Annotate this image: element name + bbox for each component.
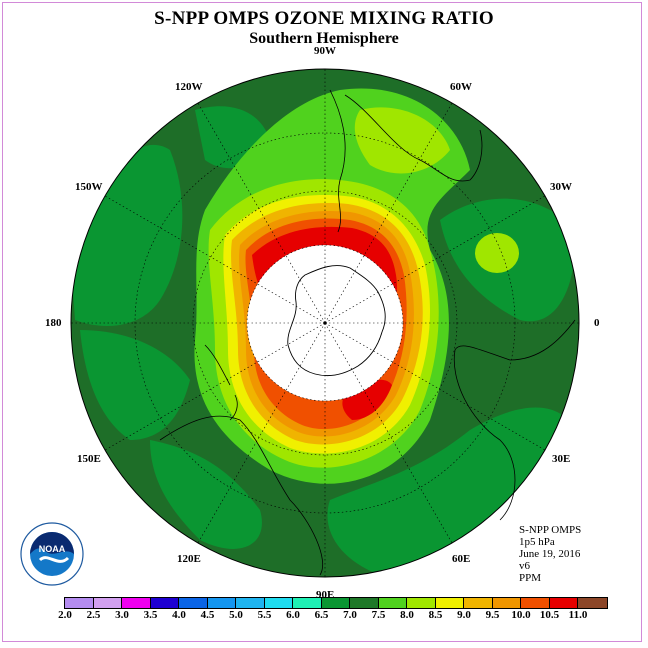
colorbar-swatch bbox=[378, 598, 407, 608]
colorbar-swatch bbox=[122, 598, 151, 608]
colorbar-swatch bbox=[549, 598, 578, 608]
colorbar-swatch bbox=[321, 598, 350, 608]
longitude-label: 150W bbox=[75, 181, 103, 193]
colorbar-swatch bbox=[179, 598, 208, 608]
ozone-patch-southwest bbox=[80, 330, 190, 440]
info-instrument: S-NPP OMPS bbox=[519, 524, 582, 536]
colorbar-tick-label: 9.5 bbox=[485, 609, 500, 621]
colorbar-swatch bbox=[293, 598, 322, 608]
colorbar-tick-label: 8.0 bbox=[400, 609, 414, 621]
ozone-patch-7-5-8-0-east bbox=[475, 233, 519, 273]
colorbar-tick-label: 5.0 bbox=[229, 609, 243, 621]
info-pressure: 1p5 hPa bbox=[519, 536, 555, 548]
colorbar-tick-label: 9.0 bbox=[457, 609, 471, 621]
longitude-label: 90W bbox=[314, 45, 336, 57]
longitude-label: 60W bbox=[450, 81, 472, 93]
colorbar-swatch bbox=[407, 598, 436, 608]
colorbar-swatch bbox=[264, 598, 293, 608]
map-title: S-NPP OMPS OZONE MIXING RATIO bbox=[154, 8, 494, 29]
colorbar-swatch bbox=[236, 598, 265, 608]
colorbar-swatch bbox=[207, 598, 236, 608]
longitude-label: 150E bbox=[77, 453, 101, 465]
colorbar-swatch bbox=[65, 598, 94, 608]
colorbar-swatch bbox=[350, 598, 379, 608]
info-block: S-NPP OMPS 1p5 hPa June 19, 2016 v6 PPM bbox=[519, 524, 581, 584]
new-zealand-coastline bbox=[204, 344, 238, 421]
colorbar-tick-label: 4.5 bbox=[200, 609, 215, 621]
ozone-patch-southeast bbox=[327, 407, 575, 575]
longitude-label: 120E bbox=[177, 553, 201, 565]
australia-coastline bbox=[159, 415, 324, 576]
colorbar-tick-label: 7.5 bbox=[371, 609, 386, 621]
colorbar-swatch bbox=[150, 598, 179, 608]
colorbar-tick-label: 3.5 bbox=[143, 609, 158, 621]
colorbar-swatch bbox=[492, 598, 521, 608]
info-units: PPM bbox=[519, 572, 542, 584]
colorbar-tick-label: 2.0 bbox=[58, 609, 72, 621]
south-america-coastline bbox=[329, 89, 346, 233]
colorbar-tick-label: 6.0 bbox=[286, 609, 300, 621]
ozone-patch-south bbox=[150, 440, 262, 549]
colorbar-swatch bbox=[435, 598, 464, 608]
colorbar-tick-label: 2.5 bbox=[86, 609, 101, 621]
info-version: v6 bbox=[519, 560, 530, 572]
longitude-label: 120W bbox=[175, 81, 203, 93]
longitude-label: 0 bbox=[594, 317, 600, 329]
colorbar bbox=[64, 597, 608, 609]
longitude-label: 180 bbox=[45, 317, 62, 329]
map-subtitle: Southern Hemisphere bbox=[249, 30, 399, 47]
colorbar-tick-label: 4.0 bbox=[172, 609, 186, 621]
colorbar-tick-label: 10.5 bbox=[539, 609, 560, 621]
colorbar-tick-label: 6.5 bbox=[314, 609, 329, 621]
africa-coastline bbox=[453, 319, 576, 521]
colorbar-tick-label: 5.5 bbox=[257, 609, 272, 621]
colorbar-tick-label: 3.0 bbox=[115, 609, 129, 621]
colorbar-tick-label: 8.5 bbox=[428, 609, 443, 621]
colorbar-tick-label: 11.0 bbox=[568, 609, 588, 621]
colorbar-tick-label: 7.0 bbox=[343, 609, 357, 621]
graticule bbox=[71, 69, 579, 577]
south-pole-marker bbox=[323, 321, 327, 325]
colorbar-swatch bbox=[578, 598, 607, 608]
ozone-patch-west bbox=[71, 145, 183, 326]
figure-frame bbox=[2, 2, 642, 642]
colorbar-swatch bbox=[521, 598, 550, 608]
colorbar-swatch bbox=[464, 598, 493, 608]
longitude-label: 30W bbox=[550, 181, 572, 193]
ozone-patch-7-5-8-0-north bbox=[354, 107, 450, 174]
logo-text: NOAA bbox=[39, 544, 66, 554]
info-date: June 19, 2016 bbox=[519, 548, 581, 560]
antarctica-coastline bbox=[287, 265, 386, 377]
longitude-label: 30E bbox=[552, 453, 571, 465]
colorbar-swatch bbox=[93, 598, 122, 608]
map-boundary bbox=[70, 68, 580, 578]
colorbar-tick-label: 10.0 bbox=[511, 609, 531, 621]
longitude-label: 60E bbox=[452, 553, 471, 565]
south-america-east-coastline bbox=[344, 94, 483, 182]
noaa-logo: NOAA bbox=[20, 522, 84, 586]
